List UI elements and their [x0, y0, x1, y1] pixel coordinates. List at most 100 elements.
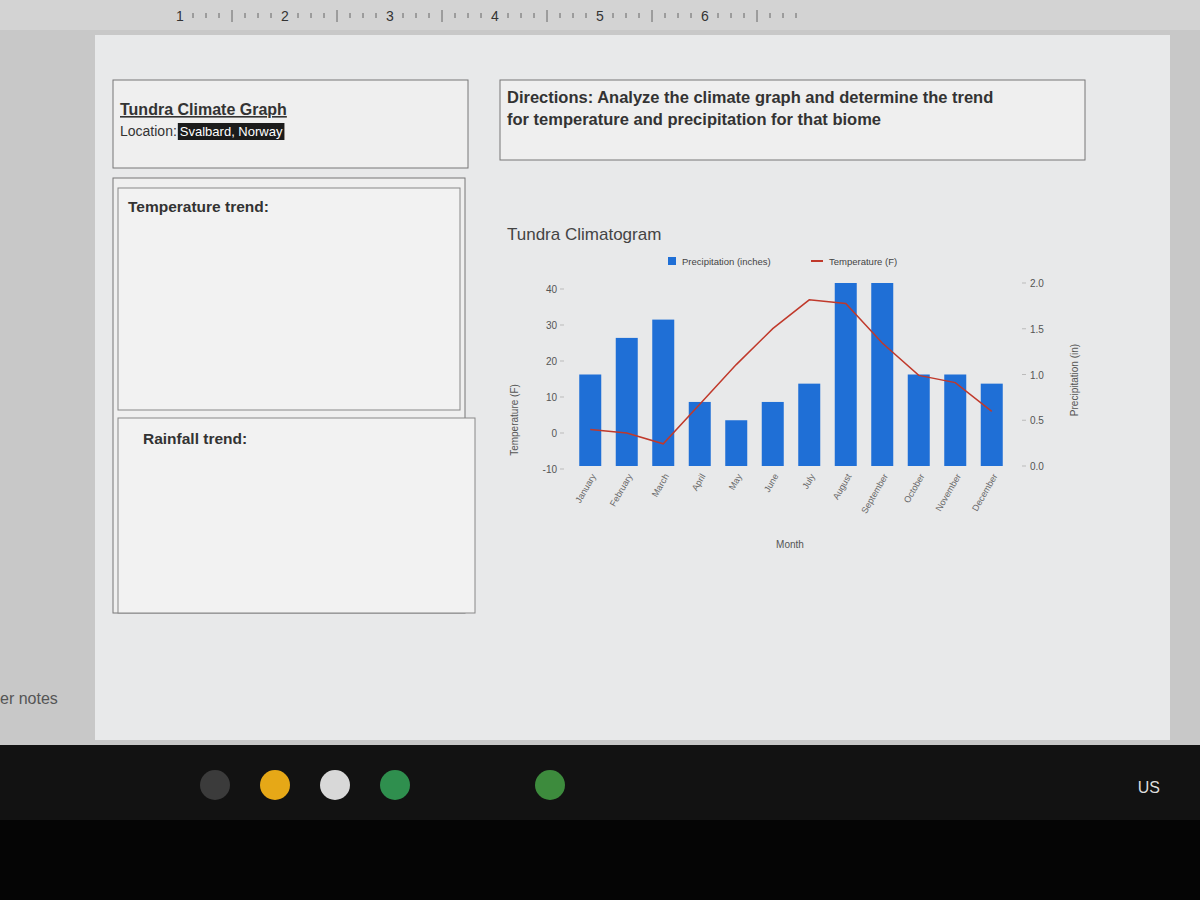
ruler-tick [626, 13, 627, 18]
ruler-number: 4 [491, 8, 499, 24]
ruler-tick [416, 13, 417, 18]
y-tick [560, 397, 564, 398]
ruler-tick [757, 10, 758, 22]
y2-tick-label: 1.5 [1030, 324, 1044, 335]
y-tick-label: 20 [546, 356, 558, 367]
x-tick-label: August [831, 472, 854, 502]
ruler-tick [376, 13, 377, 18]
y2-tick [1022, 420, 1026, 421]
y-tick-label: -10 [543, 464, 558, 475]
temperature-line [590, 300, 992, 444]
ruler-tick [258, 13, 259, 18]
directions-line: Directions: Analyze the climate graph an… [507, 88, 993, 106]
ruler-tick [521, 13, 522, 18]
ruler-tick [350, 13, 351, 18]
legend-swatch [668, 257, 676, 265]
ruler-tick [232, 10, 233, 22]
legend-swatch [811, 260, 823, 262]
taskbar-icon [200, 770, 230, 800]
ruler-tick [298, 13, 299, 18]
ruler-tick [363, 13, 364, 18]
y2-tick-label: 2.0 [1030, 278, 1044, 289]
y2-axis-title: Precipitation (in) [1069, 344, 1080, 416]
header-title: Tundra Climate Graph [120, 101, 287, 118]
ruler-tick [547, 10, 548, 22]
ruler-tick [403, 13, 404, 18]
ruler-tick [442, 10, 443, 22]
y2-tick [1022, 328, 1026, 329]
ruler-tick [783, 13, 784, 18]
location-label: Location: [120, 123, 177, 139]
y-tick [560, 325, 564, 326]
taskbar-icon [320, 770, 350, 800]
ruler-tick [206, 13, 207, 18]
ruler-tick [573, 13, 574, 18]
legend-label: Precipitation (inches) [682, 256, 771, 267]
precipitation-bar [616, 338, 638, 466]
y-tick [560, 433, 564, 434]
location-value: Svalbard, Norway [180, 124, 283, 139]
taskbar-icon [380, 770, 410, 800]
ruler-number: 6 [701, 8, 709, 24]
trend-label: Rainfall trend: [143, 430, 247, 447]
y-tick-label: 40 [546, 284, 558, 295]
notes-label: er notes [0, 690, 58, 707]
precipitation-bar [871, 283, 893, 466]
y-axis-title: Temperature (F) [509, 384, 520, 456]
locale: US [1138, 779, 1160, 796]
ruler-tick [508, 13, 509, 18]
ruler-tick [665, 13, 666, 18]
ruler-number: 5 [596, 8, 604, 24]
y-tick [560, 469, 564, 470]
ruler-tick [337, 10, 338, 22]
ruler-tick [691, 13, 692, 18]
taskbar-icon [260, 770, 290, 800]
ruler-tick [652, 10, 653, 22]
ruler-tick [744, 13, 745, 18]
ruler-tick [534, 13, 535, 18]
ruler-number: 2 [281, 8, 289, 24]
header-box [113, 80, 468, 168]
taskbar [0, 745, 1200, 900]
x-axis-title: Month [776, 539, 804, 550]
ruler-tick [678, 13, 679, 18]
y2-tick [1022, 374, 1026, 375]
x-tick-label: May [727, 472, 744, 492]
precipitation-bar [908, 375, 930, 467]
background [0, 0, 1200, 900]
ruler-tick [271, 13, 272, 18]
y-tick-label: 0 [551, 428, 557, 439]
legend-label: Temperature (F) [829, 256, 897, 267]
ruler-tick [731, 13, 732, 18]
ruler-tick [455, 13, 456, 18]
slide [95, 35, 1170, 740]
ruler-tick [770, 13, 771, 18]
x-tick-label: April [690, 472, 708, 493]
precipitation-bar [579, 375, 601, 467]
x-tick-label: February [608, 472, 635, 509]
ruler-tick [219, 13, 220, 18]
ruler-number: 1 [176, 8, 184, 24]
stage: 123456Tundra Climate GraphLocation:Svalb… [0, 0, 1200, 900]
ruler-tick [193, 13, 194, 18]
y-tick-label: 10 [546, 392, 558, 403]
plot-area [579, 283, 1003, 466]
location-highlight [178, 123, 285, 140]
y2-tick [1022, 466, 1026, 467]
x-tick-label: June [762, 472, 780, 494]
ruler [0, 0, 1200, 30]
trend-label: Temperature trend: [128, 198, 269, 215]
directions-box [500, 80, 1085, 160]
precipitation-bar [835, 283, 857, 466]
bezel [0, 820, 1200, 900]
x-tick-label: January [573, 472, 598, 505]
ruler-tick [718, 13, 719, 18]
ruler-tick [481, 13, 482, 18]
ruler-tick [796, 13, 797, 18]
x-tick-label: October [902, 472, 927, 505]
directions-line: for temperature and precipitation for th… [507, 110, 881, 128]
taskbar-icon [535, 770, 565, 800]
chart: Tundra Climatogram-100102030400.00.51.01… [507, 225, 1080, 550]
y2-tick-label: 0.5 [1030, 415, 1044, 426]
y2-tick-label: 0.0 [1030, 461, 1044, 472]
